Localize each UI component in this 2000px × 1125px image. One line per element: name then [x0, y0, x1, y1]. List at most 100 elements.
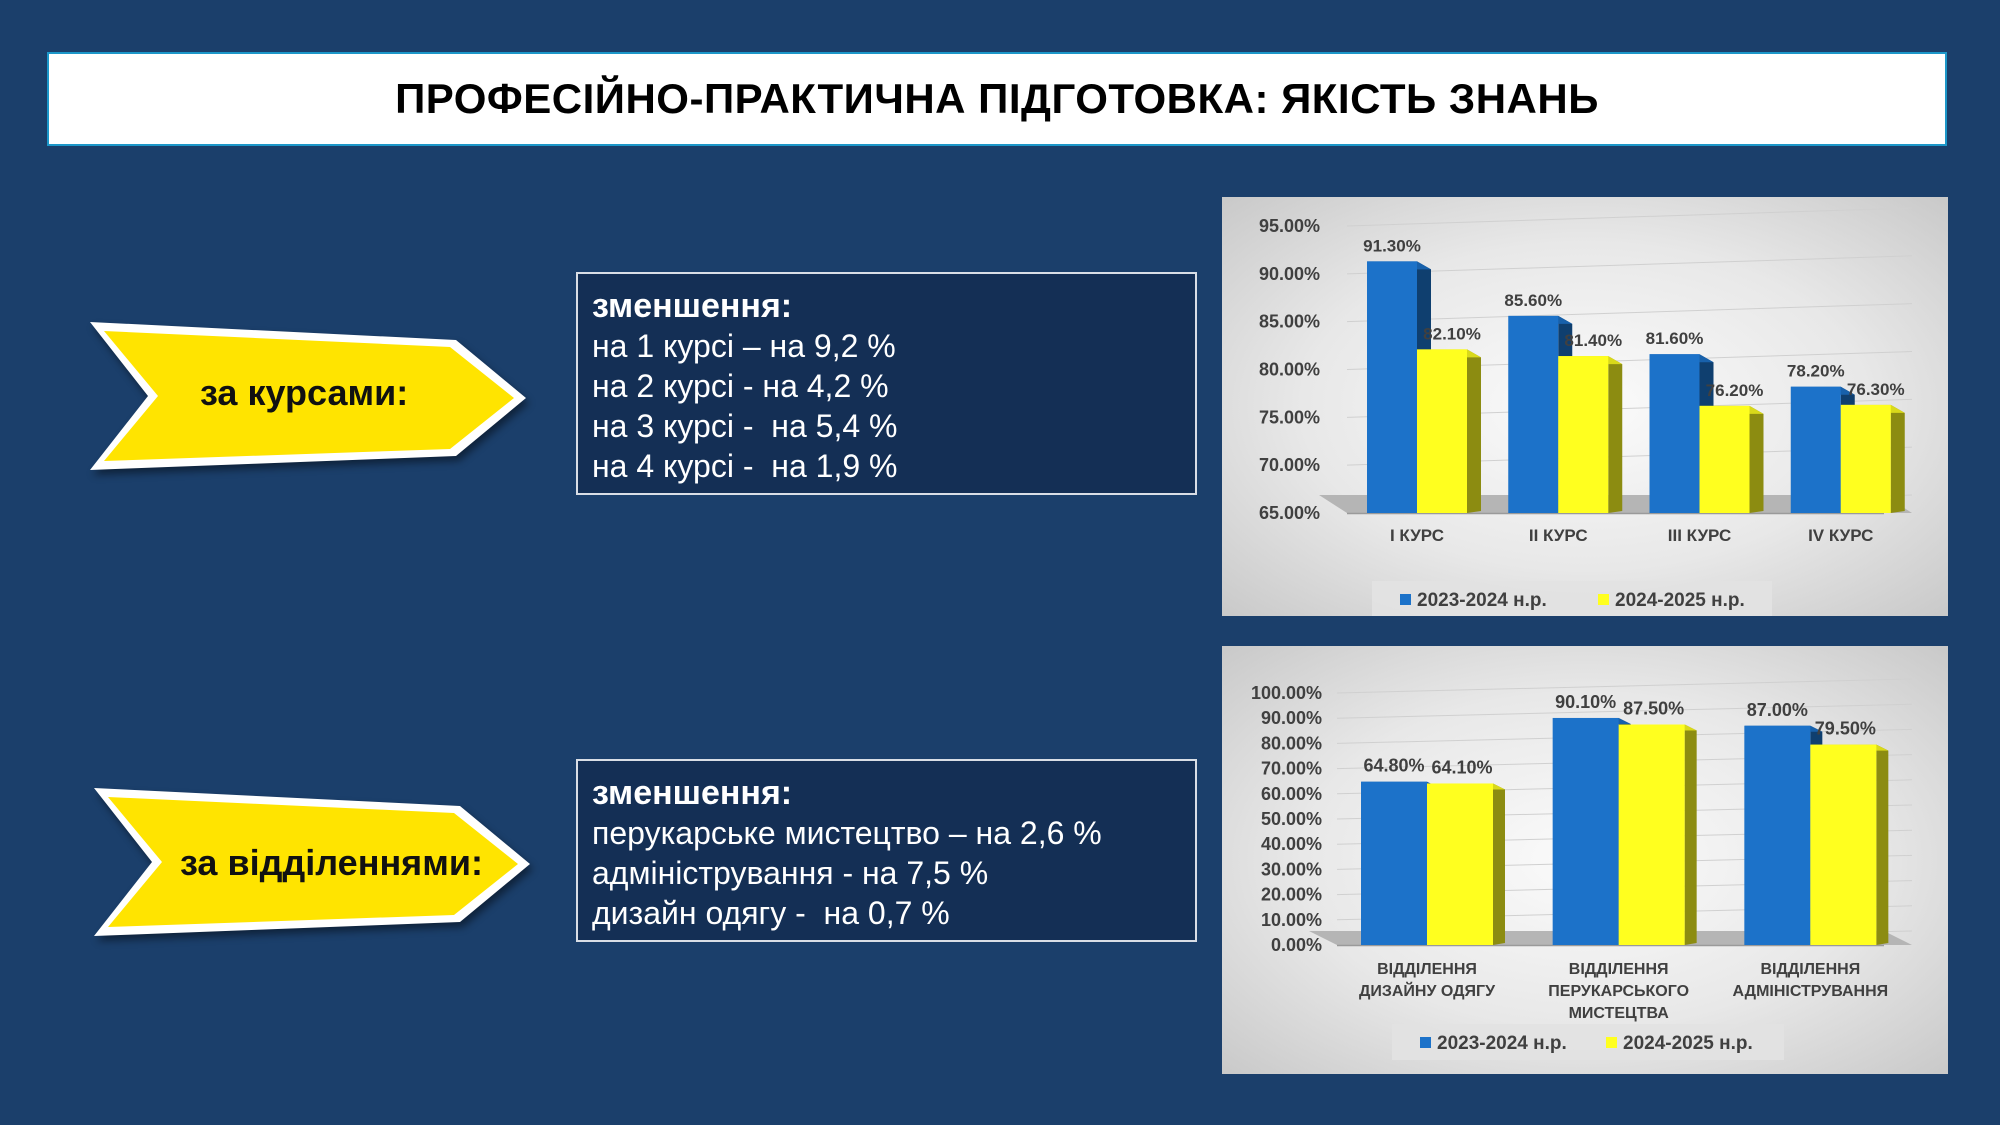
bar-side	[1749, 405, 1764, 513]
bar	[1508, 315, 1559, 513]
gridline	[1346, 303, 1913, 323]
courses-decrease-line: на 1 курсі – на 9,2 %	[592, 328, 896, 364]
bar	[1558, 356, 1609, 513]
legend-swatch	[1420, 1037, 1431, 1048]
courses-decrease-box: зменшення: на 1 курсі – на 9,2 % на 2 ку…	[576, 272, 1197, 495]
y-tick-label: 40.00%	[1261, 834, 1322, 854]
gridline	[1336, 678, 1913, 694]
bar	[1552, 717, 1619, 945]
bar	[1649, 354, 1700, 513]
departments-decrease-box: зменшення: перукарське мистецтво – на 2,…	[576, 759, 1197, 942]
data-label: 76.30%	[1847, 380, 1905, 399]
arrow-label-courses: за курсами:	[200, 372, 409, 413]
legend-label: 2023-2024 н.р.	[1437, 1033, 1567, 1054]
data-label: 79.50%	[1815, 719, 1876, 739]
category-label: ІІІ КУРС	[1668, 526, 1731, 545]
courses-decrease-heading: зменшення:	[592, 287, 793, 325]
y-tick-label: 70.00%	[1261, 759, 1322, 779]
legend-box	[1372, 581, 1772, 616]
bar	[1417, 349, 1467, 513]
bar-side	[1876, 744, 1889, 945]
departments-decrease-heading: зменшення:	[592, 774, 793, 812]
departments-decrease-line: дизайн одягу - на 0,7 %	[592, 895, 950, 931]
data-label: 87.50%	[1623, 699, 1684, 719]
legend-label: 2024-2025 н.р.	[1623, 1033, 1753, 1054]
data-label: 76.20%	[1706, 381, 1764, 400]
gridline	[1336, 703, 1913, 719]
y-tick-label: 60.00%	[1261, 784, 1322, 804]
bar-side	[1493, 783, 1505, 945]
category-label: ІІ КУРС	[1529, 526, 1588, 545]
y-tick-label: 95.00%	[1259, 216, 1320, 236]
page-title: ПРОФЕСІЙНО-ПРАКТИЧНА ПІДГОТОВКА: ЯКІСТЬ …	[395, 75, 1599, 122]
arrow-by-courses	[86, 318, 532, 474]
gridline	[1346, 255, 1913, 275]
y-tick-label: 90.00%	[1259, 264, 1320, 284]
y-tick-label: 85.00%	[1259, 312, 1320, 332]
y-tick-label: 10.00%	[1261, 910, 1322, 930]
legend-label: 2024-2025 н.р.	[1615, 590, 1745, 611]
category-label: МИСТЕЦТВА	[1569, 1005, 1670, 1022]
chart-departments: 0.00% 10.00% 20.00% 30.00% 40.00% 50.00% 60.00…	[1251, 678, 1913, 1060]
y-tick-label: 0.00%	[1271, 935, 1322, 955]
courses-decrease-line: на 4 курсі - на 1,9 %	[592, 448, 898, 484]
legend-box	[1392, 1024, 1784, 1060]
bar-side	[1467, 349, 1481, 513]
legend-swatch	[1400, 594, 1411, 605]
arrow-label-departments: за відділеннями:	[180, 842, 483, 883]
bar	[1810, 744, 1877, 945]
bar	[1427, 783, 1493, 945]
bar	[1361, 781, 1427, 945]
category-label: ВІДДІЛЕННЯ	[1377, 961, 1477, 978]
bar	[1367, 261, 1417, 513]
data-label: 78.20%	[1787, 362, 1845, 381]
bar-side	[1890, 404, 1905, 513]
category-label: ВІДДІЛЕННЯ	[1569, 961, 1669, 978]
category-label: ВІДДІЛЕННЯ	[1760, 961, 1860, 978]
title-banner: ПРОФЕСІЙНО-ПРАКТИЧНА ПІДГОТОВКА: ЯКІСТЬ …	[47, 52, 1947, 146]
bar	[1699, 405, 1750, 513]
y-tick-label: 100.00%	[1251, 683, 1322, 703]
data-label: 81.40%	[1564, 331, 1622, 350]
y-tick-label: 30.00%	[1261, 859, 1322, 879]
y-tick-label: 80.00%	[1261, 733, 1322, 753]
y-tick-label: 70.00%	[1259, 455, 1320, 475]
data-label: 81.60%	[1646, 329, 1704, 348]
chart-courses: 65.00% 70.00% 75.00% 80.00% 85.00% 90.00% 95.0…	[1259, 207, 1913, 616]
chart-departments-panel: 0.00% 10.00% 20.00% 30.00% 40.00% 50.00% 60.00…	[1222, 646, 1948, 1074]
data-label: 64.80%	[1363, 756, 1424, 776]
data-label: 82.10%	[1423, 324, 1481, 343]
category-label: АДМІНІСТРУВАННЯ	[1733, 983, 1889, 1000]
category-label: IV КУРС	[1808, 526, 1873, 545]
y-tick-label: 75.00%	[1259, 407, 1320, 427]
category-label: ДИЗАЙНУ ОДЯГУ	[1359, 981, 1496, 1000]
y-tick-label: 20.00%	[1261, 885, 1322, 905]
legend-swatch	[1598, 594, 1609, 605]
y-tick-label: 65.00%	[1259, 503, 1320, 523]
courses-decrease-line: на 3 курсі - на 5,4 %	[592, 408, 898, 444]
category-label: І КУРС	[1390, 526, 1444, 545]
bar-side	[1608, 356, 1623, 513]
bar	[1840, 404, 1891, 513]
data-label: 64.10%	[1431, 757, 1492, 777]
gridline	[1346, 207, 1913, 227]
y-tick-label: 80.00%	[1259, 360, 1320, 380]
bar	[1790, 386, 1841, 513]
y-tick-label: 90.00%	[1261, 708, 1322, 728]
data-label: 90.10%	[1555, 692, 1616, 712]
category-label: ПЕРУКАРСЬКОГО	[1548, 983, 1689, 1000]
data-label: 91.30%	[1363, 236, 1421, 255]
data-label: 87.00%	[1747, 700, 1808, 720]
y-tick-label: 50.00%	[1261, 809, 1322, 829]
chart-courses-panel: 65.00% 70.00% 75.00% 80.00% 85.00% 90.00% 95.0…	[1222, 197, 1948, 616]
arrow-by-departments	[90, 784, 536, 940]
bar-side	[1684, 724, 1697, 945]
legend-swatch	[1606, 1037, 1617, 1048]
departments-decrease-line: адміністрування - на 7,5 %	[592, 855, 989, 891]
departments-decrease-line: перукарське мистецтво – на 2,6 %	[592, 815, 1102, 851]
courses-decrease-line: на 2 курсі - на 4,2 %	[592, 368, 889, 404]
legend-label: 2023-2024 н.р.	[1417, 590, 1547, 611]
bar	[1744, 725, 1811, 945]
bar	[1618, 724, 1685, 945]
data-label: 85.60%	[1504, 291, 1562, 310]
